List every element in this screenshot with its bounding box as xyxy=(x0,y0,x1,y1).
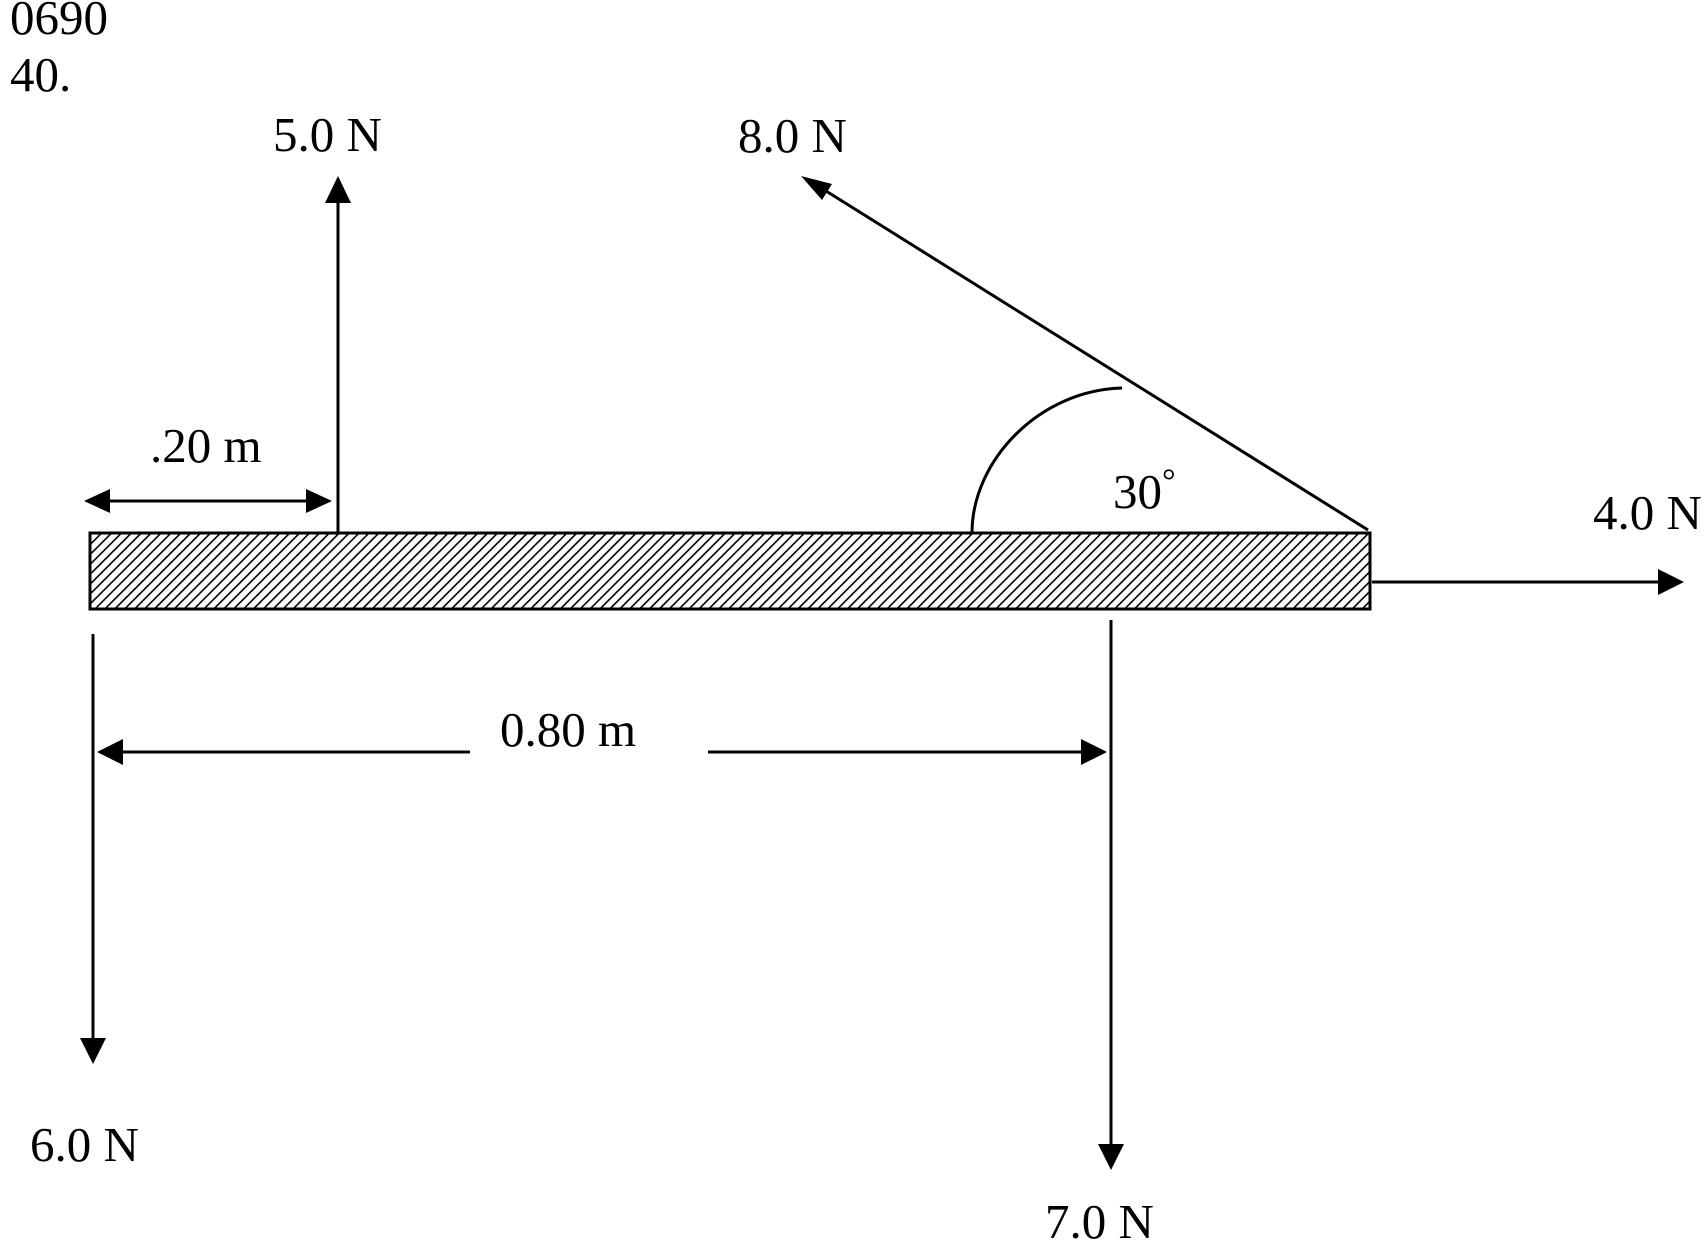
angle-arc xyxy=(970,386,1123,534)
force-arrow-5n xyxy=(325,176,351,533)
dimension-arrow-long xyxy=(97,739,1107,765)
degree-symbol: ° xyxy=(1162,463,1176,500)
force-label-8n: 8.0 N xyxy=(738,108,847,163)
problem-code: 0690 xyxy=(10,0,108,45)
force-arrow-6n xyxy=(80,634,106,1064)
dimension-arrow-short xyxy=(84,489,332,513)
dimension-label-long: 0.80 m xyxy=(500,702,636,757)
force-label-6n: 6.0 N xyxy=(30,1117,139,1172)
force-arrow-8n xyxy=(801,176,1369,532)
beam xyxy=(88,531,1372,611)
dimension-label-short: .20 m xyxy=(150,418,262,473)
force-label-7n: 7.0 N xyxy=(1045,1194,1154,1242)
angle-label: 30° xyxy=(1113,463,1176,519)
force-label-4n: 4.0 N xyxy=(1593,485,1702,540)
force-label-5n: 5.0 N xyxy=(273,107,382,162)
force-arrow-4n xyxy=(1372,569,1684,595)
force-arrow-7n xyxy=(1098,620,1124,1170)
problem-number: 40. xyxy=(10,47,71,102)
